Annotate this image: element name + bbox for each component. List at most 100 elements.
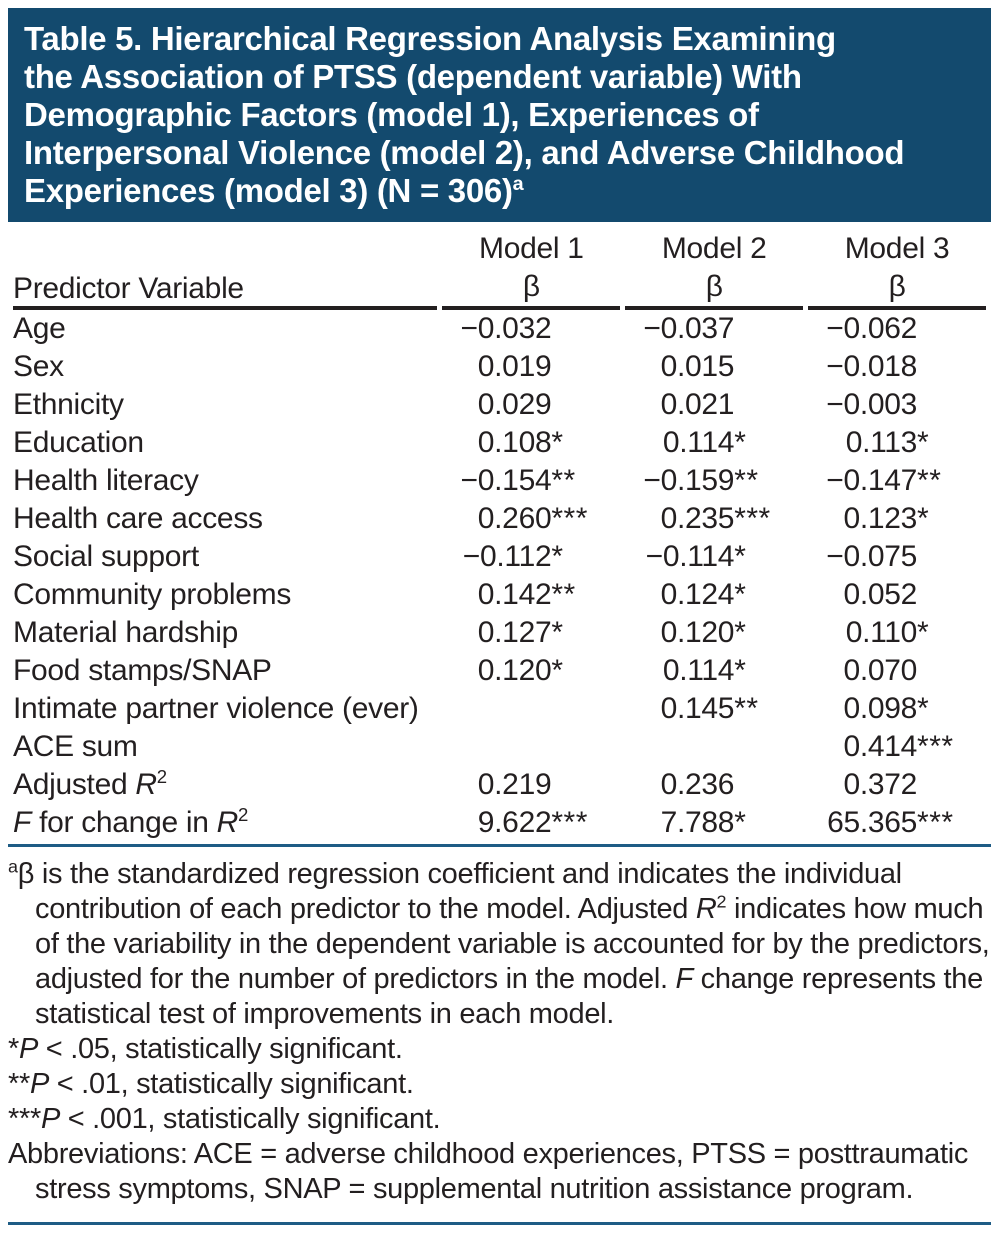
beta-value-model1: 0.260*** bbox=[442, 500, 620, 538]
beta-value-model2: 0.015 bbox=[625, 348, 803, 386]
significance-stars: ** bbox=[551, 464, 576, 497]
beta-number: −0.062 bbox=[826, 312, 918, 345]
significance-stars: ** bbox=[734, 692, 759, 725]
beta-value-model3: −0.062 bbox=[808, 310, 986, 348]
table-row-food-stamps-snap: Food stamps/SNAP 0.120* 0.114* 0.070 bbox=[13, 652, 986, 690]
beta-number: 65.365 bbox=[827, 806, 918, 839]
table-row-education: Education 0.108* 0.114* 0.113* bbox=[13, 424, 986, 462]
table-row-health-literacy: Health literacy −0.154** −0.159** −0.147… bbox=[13, 462, 986, 500]
footnote-a-superscript-2: 2 bbox=[716, 891, 727, 912]
row-label: Age bbox=[13, 312, 66, 345]
significance-stars: * bbox=[734, 806, 747, 839]
column-header-model-3: Model 3 β bbox=[808, 230, 986, 310]
row-label: Health care access bbox=[13, 502, 263, 535]
table-row-ace-sum: ACE sum 0.414*** bbox=[13, 728, 986, 766]
beta-value-model2: 0.120* bbox=[625, 614, 803, 652]
significance-stars: * bbox=[734, 578, 747, 611]
beta-value-model2: −0.037 bbox=[625, 310, 803, 348]
significance-stars: * bbox=[551, 616, 564, 649]
beta-value-model3: −0.147** bbox=[808, 462, 986, 500]
beta-number: −0.075 bbox=[826, 540, 918, 573]
beta-number: 0.260 bbox=[477, 502, 552, 535]
significance-stars: *** bbox=[551, 502, 588, 535]
footnote-a-italic-r: R bbox=[695, 893, 717, 925]
title-footnote-marker: a bbox=[512, 173, 524, 195]
beta-value-model3: 0.123* bbox=[808, 500, 986, 538]
page-bottom-rule bbox=[8, 1222, 991, 1225]
beta-number: 0.120 bbox=[660, 616, 735, 649]
table-title-line-2: the Association of PTSS (dependent varia… bbox=[24, 58, 802, 95]
beta-value-model3: 65.365*** bbox=[808, 804, 986, 842]
significance-text: < .001, statistically significant. bbox=[60, 1103, 441, 1135]
footnote-a-marker: a bbox=[8, 856, 18, 877]
row-label: Intimate partner violence (ever) bbox=[13, 692, 419, 725]
table-title-line-5: Experiences (model 3) (N = 306)a bbox=[24, 172, 975, 210]
beta-value-model2: 0.021 bbox=[625, 386, 803, 424]
beta-value-model3: −0.018 bbox=[808, 348, 986, 386]
italic-p: P bbox=[19, 1033, 39, 1065]
label-superscript-2: 2 bbox=[156, 766, 167, 787]
beta-number: −0.159 bbox=[643, 464, 735, 497]
italic-p: P bbox=[29, 1068, 50, 1100]
row-label: Social support bbox=[13, 540, 199, 573]
beta-number: 7.788 bbox=[660, 806, 735, 839]
row-label: Ethnicity bbox=[13, 388, 124, 421]
model-1-beta-symbol: β bbox=[522, 270, 540, 303]
beta-value-model2: 0.114* bbox=[625, 652, 803, 690]
beta-value-model3: −0.075 bbox=[808, 538, 986, 576]
table-header: Predictor Variable Model 1 β Model 2 β M… bbox=[13, 230, 986, 310]
beta-number: 0.142 bbox=[477, 578, 552, 611]
beta-number: −0.018 bbox=[826, 350, 918, 383]
beta-number: 0.236 bbox=[660, 768, 735, 801]
beta-number: 0.108 bbox=[477, 426, 552, 459]
beta-value-model1: −0.112* bbox=[442, 538, 620, 576]
row-label: Community problems bbox=[13, 578, 292, 611]
table-row-material-hardship: Material hardship 0.127* 0.120* 0.110* bbox=[13, 614, 986, 652]
significance-text: < .05, statistically significant. bbox=[38, 1033, 403, 1065]
label-italic-r: R bbox=[216, 806, 239, 839]
footnote-a-italic-f: F bbox=[675, 963, 693, 995]
beta-value-model1: 0.108* bbox=[442, 424, 620, 462]
significance-stars: ** bbox=[551, 578, 576, 611]
footnote-a-text-2: indicates how much of the variability in… bbox=[35, 893, 990, 995]
table-title-banner: Table 5. Hierarchical Regression Analysi… bbox=[8, 8, 991, 222]
significance-stars: * bbox=[917, 616, 930, 649]
beta-value-model2: 0.124* bbox=[625, 576, 803, 614]
beta-number: 0.145 bbox=[660, 692, 735, 725]
beta-number: 0.021 bbox=[660, 388, 735, 421]
significance-stars: * bbox=[734, 540, 747, 573]
beta-number: 0.414 bbox=[843, 730, 918, 763]
beta-number: 0.127 bbox=[477, 616, 552, 649]
beta-value-model3: 0.414*** bbox=[808, 728, 986, 766]
significance-text: < .01, statistically significant. bbox=[49, 1068, 414, 1100]
significance-stars: * bbox=[734, 426, 747, 459]
beta-value-model2: 0.145** bbox=[625, 690, 803, 728]
beta-number: 0.029 bbox=[477, 388, 552, 421]
label-italic-f: F bbox=[13, 806, 32, 839]
footnote-abbreviations: Abbreviations: ACE = adverse childhood e… bbox=[8, 1137, 991, 1207]
column-header-model-2: Model 2 β bbox=[625, 230, 804, 310]
row-label: ACE sum bbox=[13, 730, 138, 763]
beta-number: 0.219 bbox=[477, 768, 552, 801]
label-italic-r: R bbox=[135, 768, 157, 801]
significance-stars: * bbox=[917, 426, 930, 459]
regression-table: Predictor Variable Model 1 β Model 2 β M… bbox=[8, 230, 991, 842]
beta-value-model3: 0.372 bbox=[808, 766, 986, 804]
significance-stars: *** bbox=[734, 502, 771, 535]
beta-value-model2 bbox=[625, 728, 803, 766]
beta-value-model2: 7.788* bbox=[625, 804, 803, 842]
significance-stars: * bbox=[8, 1033, 19, 1065]
table-title-line-3: Demographic Factors (model 1), Experienc… bbox=[24, 96, 759, 133]
table-row-intimate-partner-violence: Intimate partner violence (ever) 0.145**… bbox=[13, 690, 986, 728]
footnote-sig-p001: ***P < .001, statistically significant. bbox=[8, 1102, 991, 1137]
beta-value-model1 bbox=[442, 690, 620, 728]
abbreviations-text: Abbreviations: ACE = adverse childhood e… bbox=[8, 1138, 969, 1205]
row-label: Food stamps/SNAP bbox=[13, 654, 272, 687]
beta-value-model1: 0.120* bbox=[442, 652, 620, 690]
table-row-health-care-access: Health care access 0.260*** 0.235*** 0.1… bbox=[13, 500, 986, 538]
beta-value-model2: −0.159** bbox=[625, 462, 803, 500]
beta-number: 0.120 bbox=[477, 654, 552, 687]
significance-stars: * bbox=[917, 502, 930, 535]
beta-value-model1: 9.622*** bbox=[442, 804, 620, 842]
